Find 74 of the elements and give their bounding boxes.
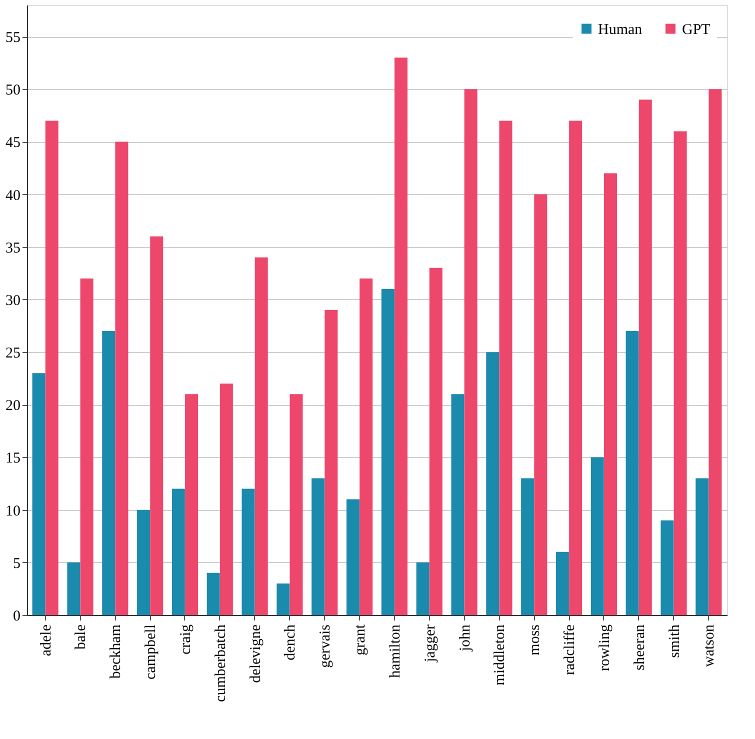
bar — [32, 373, 46, 615]
x-tick-label: sheeran — [632, 624, 648, 670]
y-tick-label: 40 — [6, 188, 20, 204]
x-tick-label: campbell — [143, 624, 160, 680]
bar — [674, 131, 687, 615]
x-tick-label: delevigne — [248, 624, 264, 683]
bar — [626, 331, 639, 615]
bar — [220, 384, 233, 615]
y-tick-label: 10 — [6, 503, 20, 520]
y-tick-label: 50 — [6, 82, 20, 99]
bar — [290, 394, 303, 615]
bar — [381, 288, 394, 615]
bar — [534, 194, 548, 615]
bar — [67, 562, 80, 615]
y-tick-label: 35 — [6, 240, 20, 256]
x-tick-label: john — [457, 624, 474, 652]
y-tick-label: 15 — [6, 450, 20, 467]
bar — [346, 499, 360, 615]
bar — [660, 520, 674, 615]
y-tick-label: 25 — [6, 346, 20, 362]
bar — [276, 583, 290, 615]
bar — [464, 89, 478, 615]
bar — [569, 120, 582, 615]
x-tick-label: gervais — [318, 624, 334, 668]
x-tick-label: rowling — [596, 624, 613, 672]
bar — [254, 257, 268, 615]
bar — [150, 236, 164, 615]
bar — [708, 89, 722, 615]
x-tick-label: craig — [178, 624, 194, 654]
y-tick-label: 5 — [13, 556, 20, 572]
bar — [80, 278, 94, 615]
x-tick-label: dench — [282, 624, 299, 660]
x-tick-label: adele — [38, 624, 54, 656]
x-tick-label: cumberbatch — [212, 624, 229, 702]
bar — [590, 457, 604, 615]
bar — [416, 562, 430, 615]
bar — [429, 268, 442, 615]
bar — [185, 394, 198, 615]
bar — [324, 310, 338, 615]
x-tick-label: jagger — [422, 624, 438, 663]
bar — [172, 488, 185, 615]
bar — [604, 173, 617, 615]
bar — [638, 100, 652, 615]
bar — [137, 510, 150, 615]
bar — [206, 572, 220, 615]
legend-label: GPT — [682, 22, 710, 38]
y-tick-label: 20 — [6, 398, 20, 414]
bar — [394, 58, 408, 615]
y-tick-label: 55 — [6, 30, 20, 46]
x-tick-label: radcliffe — [562, 624, 578, 676]
bar — [499, 120, 512, 615]
bar — [115, 142, 128, 615]
y-tick-label: 30 — [6, 292, 20, 309]
bar — [486, 352, 500, 615]
x-tick-label: watson — [702, 624, 718, 667]
bar — [102, 331, 116, 615]
x-tick-label: beckham — [108, 624, 124, 679]
bar — [521, 478, 534, 615]
y-tick-label: 0 — [13, 608, 20, 624]
legend-label: Human — [598, 22, 643, 38]
bar — [451, 394, 464, 615]
x-tick-label: smith — [666, 624, 683, 658]
x-tick-label: grant — [352, 624, 369, 656]
x-tick-label: moss — [527, 624, 544, 656]
bar — [45, 120, 58, 615]
bar — [360, 278, 373, 615]
bar — [242, 488, 255, 615]
x-tick-label: middleton — [492, 624, 508, 686]
bar — [312, 478, 325, 615]
bar — [696, 478, 709, 615]
x-tick-label: hamilton — [387, 624, 404, 678]
x-tick-label: bale — [73, 624, 90, 650]
y-tick-label: 45 — [6, 135, 20, 152]
bar — [556, 552, 569, 615]
